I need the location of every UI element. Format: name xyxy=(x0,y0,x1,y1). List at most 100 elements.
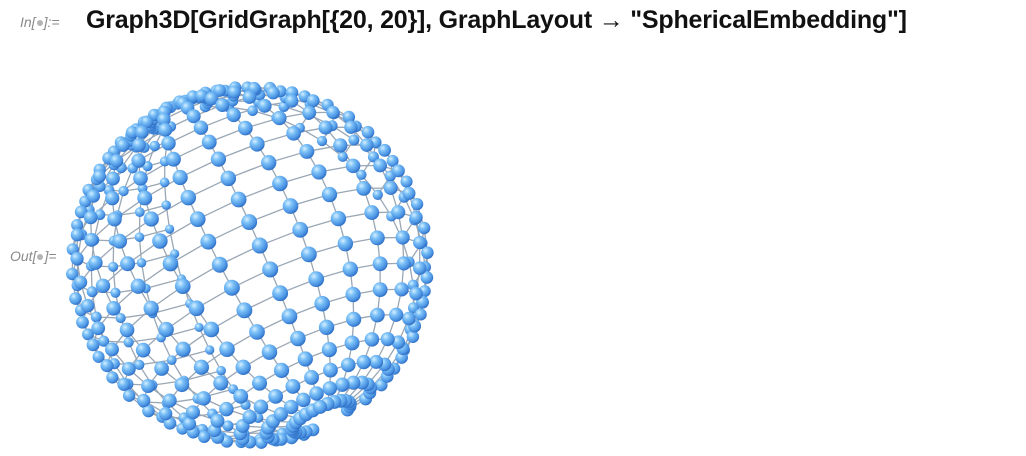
input-label-prefix: In[ xyxy=(20,14,36,30)
graph-vertex xyxy=(161,136,176,151)
graph-vertex xyxy=(309,386,324,401)
graph-vertex xyxy=(370,307,385,323)
graph-vertex xyxy=(292,221,309,238)
graph-vertex xyxy=(133,359,145,371)
graph-vertex xyxy=(402,311,416,326)
graph-vertex xyxy=(174,377,190,393)
graph-vertex xyxy=(311,164,327,180)
graph-vertex xyxy=(261,344,278,360)
graph-vertex xyxy=(135,125,149,139)
graph-vertex xyxy=(242,409,257,424)
graph-vertex xyxy=(273,407,288,422)
graph-vertex xyxy=(312,399,328,414)
graph-vertex xyxy=(342,261,358,277)
graph-vertex xyxy=(152,233,168,249)
graph-vertex xyxy=(356,181,371,196)
graph-vertex xyxy=(137,393,151,408)
graph-vertex xyxy=(92,350,105,363)
graph-vertex xyxy=(261,155,277,171)
graph-vertex xyxy=(95,278,111,293)
graph-vertex xyxy=(402,186,416,200)
graph-vertex xyxy=(106,301,121,316)
graph-vertex xyxy=(306,94,320,108)
graph-vertex xyxy=(105,171,120,186)
graph-vertex xyxy=(272,175,288,192)
graph-vertex xyxy=(268,389,284,404)
graph-vertex xyxy=(340,357,356,373)
graph-vertex xyxy=(359,138,374,152)
graph-vertex xyxy=(391,164,405,178)
graph-vertex xyxy=(297,351,313,367)
graph-vertex xyxy=(253,399,269,415)
graph-vertex xyxy=(346,311,362,327)
graph-vertex xyxy=(257,98,272,113)
graph-vertex xyxy=(172,169,188,186)
graph-vertex xyxy=(130,278,146,294)
graph-vertex xyxy=(235,359,251,375)
output-label-prefix: Out[ xyxy=(10,248,37,264)
graph-vertex xyxy=(182,417,197,431)
input-code[interactable]: Graph3D[GridGraph[{20, 20}], GraphLayout… xyxy=(86,6,907,34)
graph-vertex xyxy=(100,359,114,373)
graph-vertex xyxy=(135,342,151,358)
graph-vertex xyxy=(300,246,317,263)
graph-vertex xyxy=(159,177,170,188)
graph-vertex xyxy=(406,330,420,343)
graph-vertex xyxy=(194,322,204,333)
graph-vertex xyxy=(266,86,280,100)
graph-vertex xyxy=(84,232,99,247)
graph-vertex xyxy=(394,282,409,297)
graph-vertex xyxy=(136,257,147,268)
graph-vertex xyxy=(318,120,333,135)
graph-vertex xyxy=(330,210,347,227)
graph-vertex xyxy=(204,91,219,106)
graph-vertex xyxy=(272,285,289,302)
graph-vertex xyxy=(286,125,301,141)
graph-vertex xyxy=(120,256,136,272)
graph-vertex xyxy=(73,275,88,290)
graph-vertex xyxy=(344,120,358,134)
graph-edge xyxy=(145,278,182,289)
graph-vertex xyxy=(400,175,413,188)
graph-vertex xyxy=(345,286,361,303)
graph-vertex xyxy=(314,295,330,312)
graph-vertex xyxy=(342,110,356,124)
graph-vertex xyxy=(395,230,410,245)
graph-vertex xyxy=(321,186,338,203)
graph-vertex xyxy=(372,189,383,200)
graph-vertex xyxy=(409,210,423,225)
graph-vertex xyxy=(227,85,241,99)
graph-vertex xyxy=(322,381,337,396)
graph-vertex xyxy=(233,388,249,404)
graph-vertex xyxy=(215,98,230,113)
graph-vertex xyxy=(86,338,100,352)
graph-vertex xyxy=(230,191,247,208)
graph-vertex xyxy=(158,122,173,137)
graph-vertex xyxy=(210,151,227,167)
graph-vertex xyxy=(143,211,159,227)
graph-vertex xyxy=(166,151,181,167)
graph-vertex xyxy=(412,261,427,275)
graph-vertex xyxy=(321,342,337,358)
graph-vertex xyxy=(142,404,155,418)
graph-vertex xyxy=(220,170,237,187)
output-label-suffix: ]= xyxy=(44,248,57,264)
graph-vertex xyxy=(186,109,201,124)
graph-vertex xyxy=(161,200,171,210)
graph-vertex xyxy=(196,391,211,406)
graph-vertex xyxy=(162,255,179,272)
graph-vertex xyxy=(82,328,94,341)
graph-edge xyxy=(139,228,170,238)
graph-vertex xyxy=(143,300,159,316)
graph-vertex xyxy=(290,330,306,347)
cell-number-placeholder-icon xyxy=(37,253,44,260)
cell-number-placeholder-icon xyxy=(36,19,43,26)
graph-vertex xyxy=(157,112,171,127)
graph-vertex xyxy=(117,377,131,391)
graph-vertex xyxy=(122,389,136,402)
graph-vertex xyxy=(162,393,177,408)
graph-vertex xyxy=(222,420,234,432)
graph-vertex xyxy=(106,371,119,384)
graph-vertex xyxy=(69,292,82,305)
